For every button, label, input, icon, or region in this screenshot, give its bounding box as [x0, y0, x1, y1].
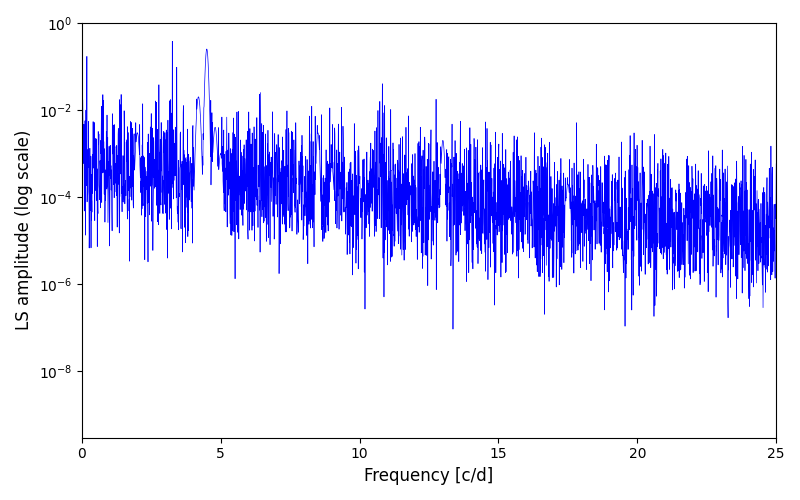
- X-axis label: Frequency [c/d]: Frequency [c/d]: [364, 467, 494, 485]
- Y-axis label: LS amplitude (log scale): LS amplitude (log scale): [15, 130, 33, 330]
